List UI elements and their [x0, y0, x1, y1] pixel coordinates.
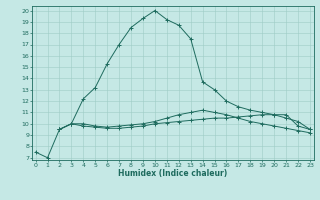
X-axis label: Humidex (Indice chaleur): Humidex (Indice chaleur) — [118, 169, 228, 178]
